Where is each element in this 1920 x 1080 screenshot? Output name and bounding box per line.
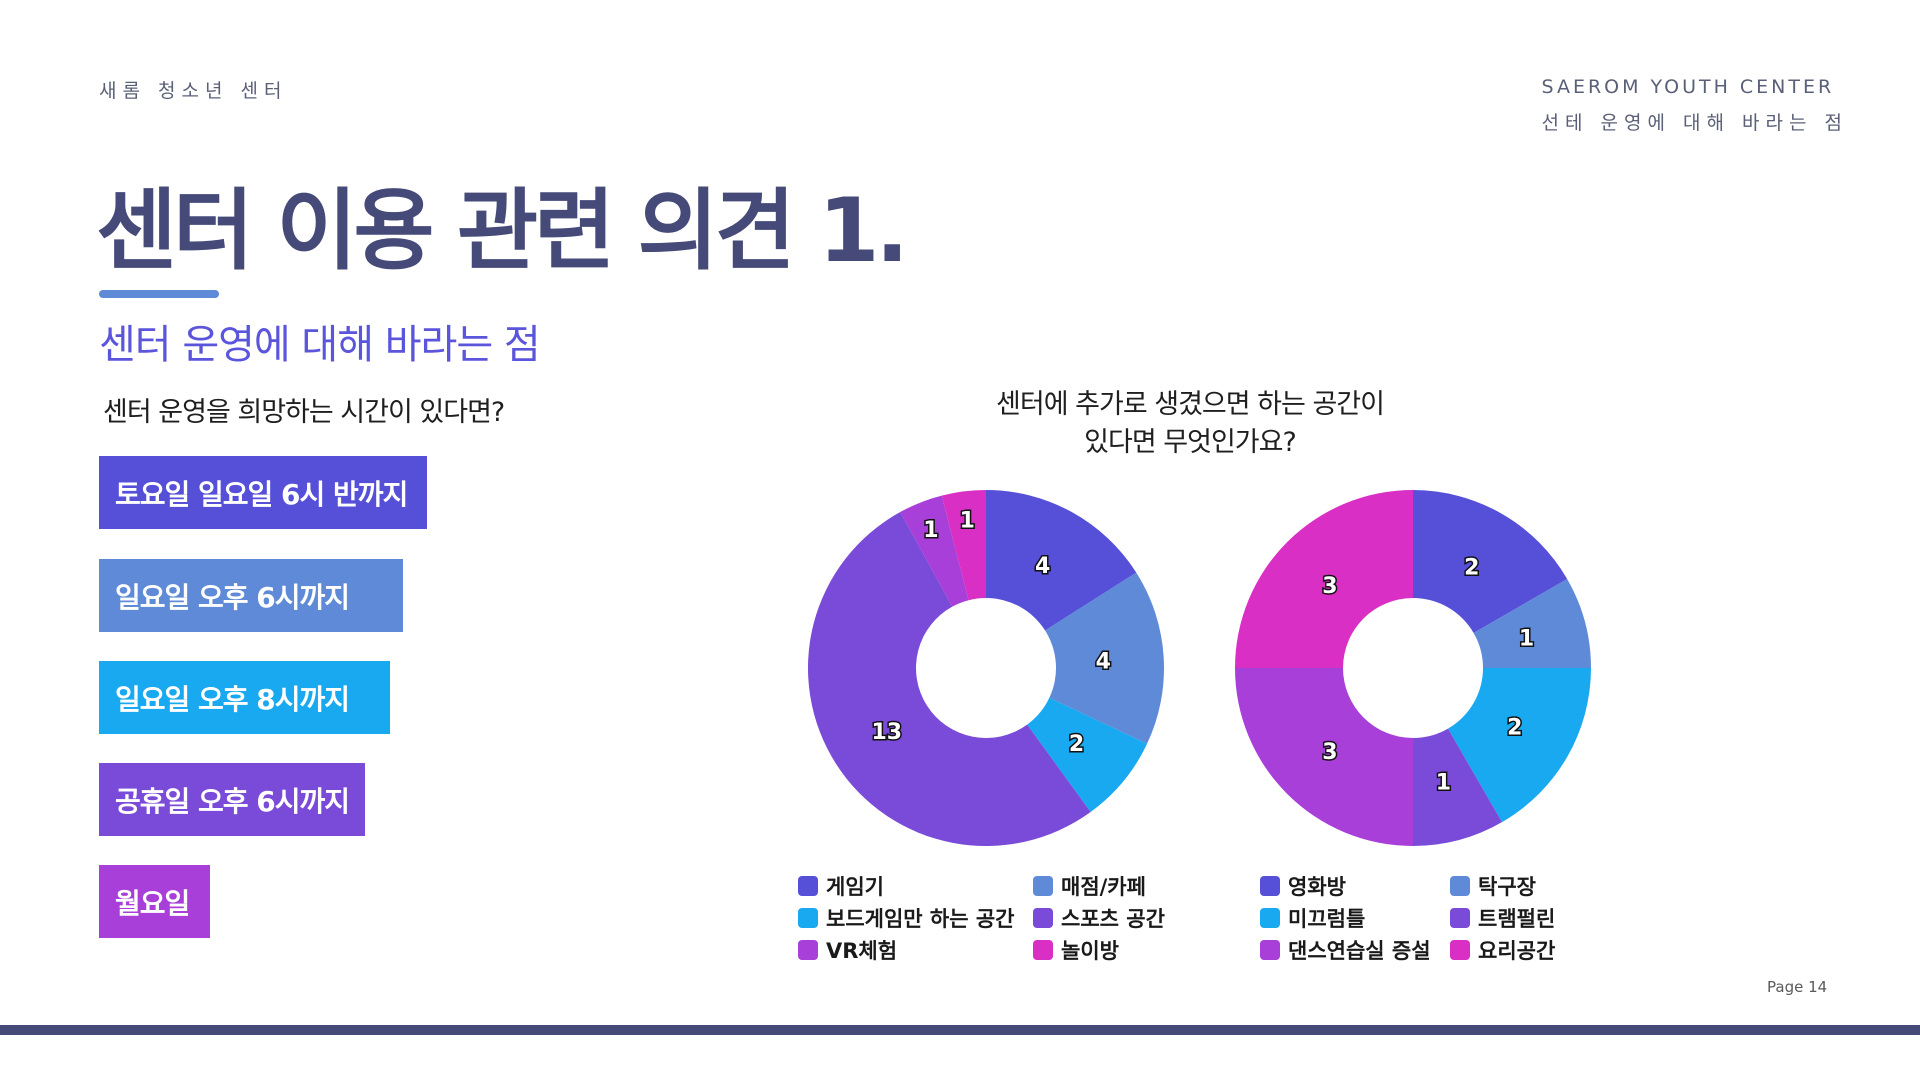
- legend-swatch: [1450, 908, 1470, 928]
- slice-value-label: 2: [1464, 555, 1479, 580]
- header-subheading: 선테 운영에 대해 바라는 점: [1541, 112, 1848, 134]
- pie-slice: [1235, 490, 1413, 668]
- slice-value-label: 3: [1322, 574, 1337, 599]
- legend-label: VR체험: [826, 939, 897, 963]
- slice-value-label: 1: [1519, 627, 1534, 652]
- legend-swatch: [1450, 876, 1470, 896]
- pie-slice: [1473, 579, 1591, 668]
- section-subtitle: 센터 운영에 대해 바라는 점: [99, 322, 541, 368]
- pie-slice: [1413, 728, 1502, 846]
- legend-swatch: [1033, 876, 1053, 896]
- legend-label: 놀이방: [1061, 939, 1119, 963]
- space-question: 센터에 추가로 생겼으면 하는 공간이 있다면 무엇인가요?: [940, 386, 1440, 462]
- legend-label: 요리공간: [1478, 939, 1555, 963]
- pie-slice: [1413, 490, 1568, 633]
- pie-slice: [1448, 668, 1591, 823]
- pie-slice: [1027, 697, 1148, 813]
- organization-name-en-text: SAEROM YOUTH CENTER: [1541, 76, 1835, 98]
- slice-value-label: 2: [1507, 716, 1522, 741]
- time-option-bar: 공휴일 오후 6시까지: [99, 763, 365, 836]
- organization-name-ko: 새롬 청소년 센터: [99, 80, 288, 102]
- legend-swatch: [798, 876, 818, 896]
- legend-swatch: [798, 908, 818, 928]
- legend-swatch: [1260, 908, 1280, 928]
- legend-swatch: [1260, 876, 1280, 896]
- pie-slice: [986, 490, 1137, 631]
- legend-swatch: [1450, 940, 1470, 960]
- slice-value-label: 1: [923, 518, 938, 543]
- slice-value-label: 4: [1035, 554, 1050, 579]
- pie-slice: [1045, 572, 1164, 744]
- space-question-line-1: 센터에 추가로 생겼으면 하는 공간이: [996, 389, 1385, 420]
- page-title: 센터 이용 관련 의견 1.: [96, 179, 909, 282]
- legend-label: 댄스연습실 증설: [1288, 939, 1431, 963]
- pie-slice: [941, 490, 986, 601]
- slice-value-label: 3: [1322, 740, 1337, 765]
- pie-slice: [807, 512, 1091, 847]
- legend-swatch: [1033, 940, 1053, 960]
- legend-label: 매점/카페: [1061, 875, 1146, 899]
- page-number: Page 14: [1767, 978, 1828, 996]
- legend-swatch: [798, 940, 818, 960]
- title-accent-line: [99, 290, 219, 298]
- time-question: 센터 운영을 희망하는 시간이 있다면?: [103, 397, 505, 428]
- legend-label: 영화방: [1288, 875, 1346, 899]
- legend-label: 탁구장: [1478, 875, 1536, 899]
- time-option-bar: 월요일: [99, 865, 210, 938]
- legend-swatch: [1033, 908, 1053, 928]
- slice-value-label: 13: [871, 720, 902, 745]
- pie-slice: [900, 495, 969, 607]
- legend-label: 트램펄린: [1478, 907, 1555, 931]
- legend-label: 미끄럼틀: [1288, 907, 1365, 931]
- time-option-bar: 일요일 오후 6시까지: [99, 559, 403, 632]
- pie-slice: [1235, 668, 1413, 846]
- slice-value-label: 2: [1069, 732, 1084, 757]
- bottom-rule: [0, 1025, 1920, 1035]
- time-option-bar: 일요일 오후 8시까지: [99, 661, 390, 734]
- legend-label: 게임기: [826, 875, 884, 899]
- organization-name-en: SAEROM YOUTH CENTER 선테 운영에 대해 바라는 점: [1542, 76, 1848, 135]
- legend-label: 스포츠 공간: [1061, 907, 1165, 931]
- time-option-bar: 토요일 일요일 6시 반까지: [99, 456, 427, 529]
- slice-value-label: 1: [960, 509, 975, 534]
- space-question-line-2: 있다면 무엇인가요?: [1084, 427, 1297, 458]
- legend-swatch: [1260, 940, 1280, 960]
- slice-value-label: 4: [1096, 650, 1111, 675]
- legend-label: 보드게임만 하는 공간: [826, 907, 1015, 931]
- slice-value-label: 1: [1436, 770, 1451, 795]
